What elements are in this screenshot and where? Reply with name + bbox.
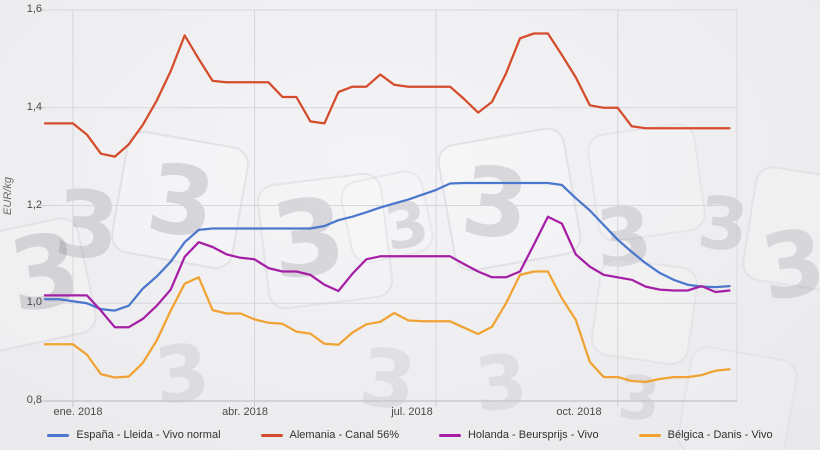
- legend-line-marker: [260, 433, 283, 437]
- x-axis-label: ene. 2018: [53, 406, 103, 418]
- legend-label: Holanda - Beursprijs - Vivo: [467, 429, 599, 441]
- legend-item-holanda[interactable]: Holanda - Beursprijs - Vivo: [438, 429, 599, 441]
- y-axis-label: 1,0: [26, 296, 42, 309]
- legend: España - Lleida - Vivo normal Alemania - …: [0, 429, 820, 441]
- legend-line-marker: [47, 433, 70, 437]
- legend-item-alemania[interactable]: Alemania - Canal 56%: [260, 429, 399, 441]
- series-line-holanda: [43, 215, 731, 329]
- series-line-belgica: [43, 270, 731, 384]
- y-axis-title: EUR/kg: [2, 177, 14, 215]
- legend-label: Bélgica - Danis - Vivo: [667, 429, 773, 441]
- legend-item-espana[interactable]: España - Lleida - Vivo normal: [47, 429, 221, 441]
- legend-line-marker: [438, 433, 461, 437]
- legend-line-marker: [638, 433, 661, 437]
- y-axis-label: 1,4: [26, 100, 42, 113]
- legend-item-belgica[interactable]: Bélgica - Danis - Vivo: [638, 429, 773, 441]
- x-axis-label: abr. 2018: [222, 406, 268, 418]
- x-axis-label: jul. 2018: [391, 406, 433, 418]
- legend-label: Alemania - Canal 56%: [289, 429, 399, 441]
- y-axis-label: 1,2: [26, 198, 42, 211]
- y-axis-label: 0,8: [26, 394, 42, 406]
- legend-label: España - Lleida - Vivo normal: [76, 429, 221, 441]
- series-line-espana: [43, 181, 731, 312]
- x-axis-label: oct. 2018: [556, 406, 602, 418]
- y-axis-label: 1,6: [26, 3, 42, 15]
- series-line-alemania: [43, 32, 731, 158]
